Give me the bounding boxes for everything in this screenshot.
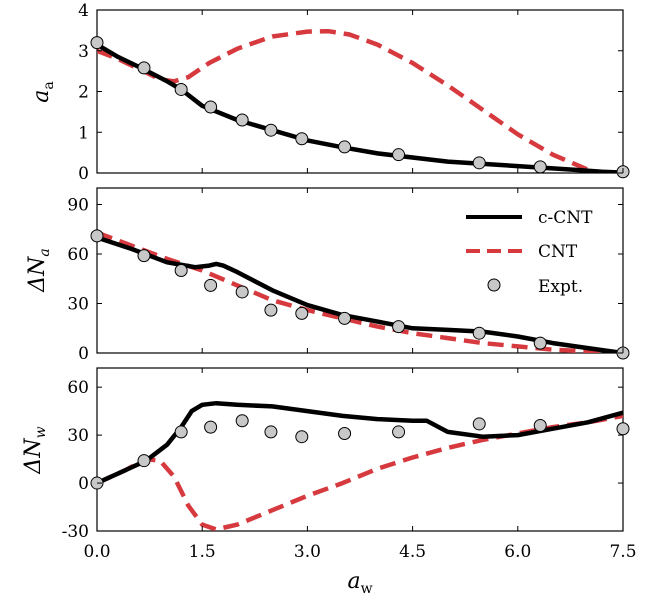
legend: c-CNT CNT Expt. [466, 208, 593, 297]
c-cnt-line-bottom [97, 400, 623, 486]
expt-point-bottom-2 [174, 425, 188, 439]
ytick-label-top-3: 3 [78, 42, 89, 62]
panel-bottom-frame [96, 367, 624, 532]
expt-point-top-6 [295, 132, 309, 146]
expt-point-top-4 [235, 113, 249, 127]
ytick-label-bottom-0: -30 [62, 522, 89, 542]
ytick-label-middle-2: 60 [67, 245, 89, 265]
cnt-line-top [97, 28, 603, 173]
xtick-label-0: 0.0 [83, 542, 110, 562]
axis-layer: 0 1 2 3 4 0 30 60 90 -30 0 30 60 0.0 1.5 3.0 4.5 6.0 7.5 [62, 1, 637, 562]
legend-swatch-expt [487, 278, 501, 292]
ytick-label-bottom-3: 60 [67, 378, 89, 398]
ytick-label-bottom-1: 0 [78, 474, 89, 494]
ytick-label-middle-0: 0 [78, 344, 89, 364]
expt-point-top-8 [392, 148, 406, 162]
expt-point-bottom-4 [235, 414, 249, 428]
expt-point-middle-10 [533, 336, 547, 350]
ytick-label-top-1: 1 [78, 123, 89, 143]
expt-point-middle-9 [472, 326, 486, 340]
legend-label-c-cnt: c-CNT [538, 208, 593, 228]
expt-point-middle-3 [204, 278, 218, 292]
expt-point-bottom-7 [338, 427, 352, 441]
ytick-label-top-0: 0 [78, 164, 89, 184]
ytick-label-top-2: 2 [78, 83, 89, 103]
expt-point-bottom-11 [616, 422, 630, 436]
ytick-label-middle-3: 90 [67, 196, 89, 216]
expt-point-top-9 [472, 156, 486, 170]
expt-point-middle-6 [295, 306, 309, 320]
expt-point-middle-0 [90, 229, 104, 243]
xtick-label-5: 7.5 [609, 542, 636, 562]
expt-point-bottom-5 [264, 425, 278, 439]
expt-point-bottom-6 [295, 430, 309, 444]
x-axis-label: aw [347, 569, 372, 597]
ytick-label-middle-1: 30 [67, 295, 89, 315]
cnt-line-bottom [97, 413, 623, 531]
expt-point-top-7 [338, 140, 352, 154]
expt-point-top-3 [204, 100, 218, 114]
expt-point-middle-1 [137, 249, 151, 263]
expt-point-bottom-8 [392, 425, 406, 439]
expt-point-bottom-9 [472, 417, 486, 431]
xtick-label-4: 6.0 [504, 542, 531, 562]
expt-point-top-0 [90, 36, 104, 50]
expt-point-bottom-3 [204, 420, 218, 434]
expt-point-middle-2 [174, 264, 188, 277]
expt-point-bottom-1 [137, 454, 151, 468]
expt-point-middle-5 [264, 303, 278, 317]
c-cnt-line-middle [97, 235, 623, 353]
expt-point-middle-8 [392, 320, 406, 334]
c-cnt-line-top [97, 42, 623, 173]
expt-point-top-5 [264, 123, 278, 137]
bottom-ylabel: ΔNw [21, 426, 49, 474]
ytick-label-bottom-2: 30 [67, 426, 89, 446]
top-ylabel: aa [29, 81, 57, 102]
middle-ylabel: ΔNa [25, 248, 53, 293]
expt-point-middle-7 [338, 311, 352, 325]
legend-label-expt: Expt. [538, 277, 583, 297]
panel-top-series [97, 28, 623, 173]
expt-point-middle-4 [235, 285, 249, 299]
ytick-label-top-4: 4 [78, 1, 89, 21]
cnt-line-middle [97, 230, 623, 353]
panel-middle-frame [96, 187, 624, 354]
expt-point-top-2 [174, 82, 188, 96]
expt-point-top-1 [137, 61, 151, 75]
legend-label-cnt: CNT [538, 242, 578, 262]
panel-middle-series [97, 230, 623, 353]
xtick-label-1: 1.5 [189, 542, 216, 562]
xtick-label-3: 4.5 [399, 542, 426, 562]
panel-bottom-series [97, 400, 623, 531]
expt-point-bottom-10 [533, 419, 547, 433]
expt-point-top-10 [533, 160, 547, 174]
xtick-label-2: 3.0 [294, 542, 321, 562]
